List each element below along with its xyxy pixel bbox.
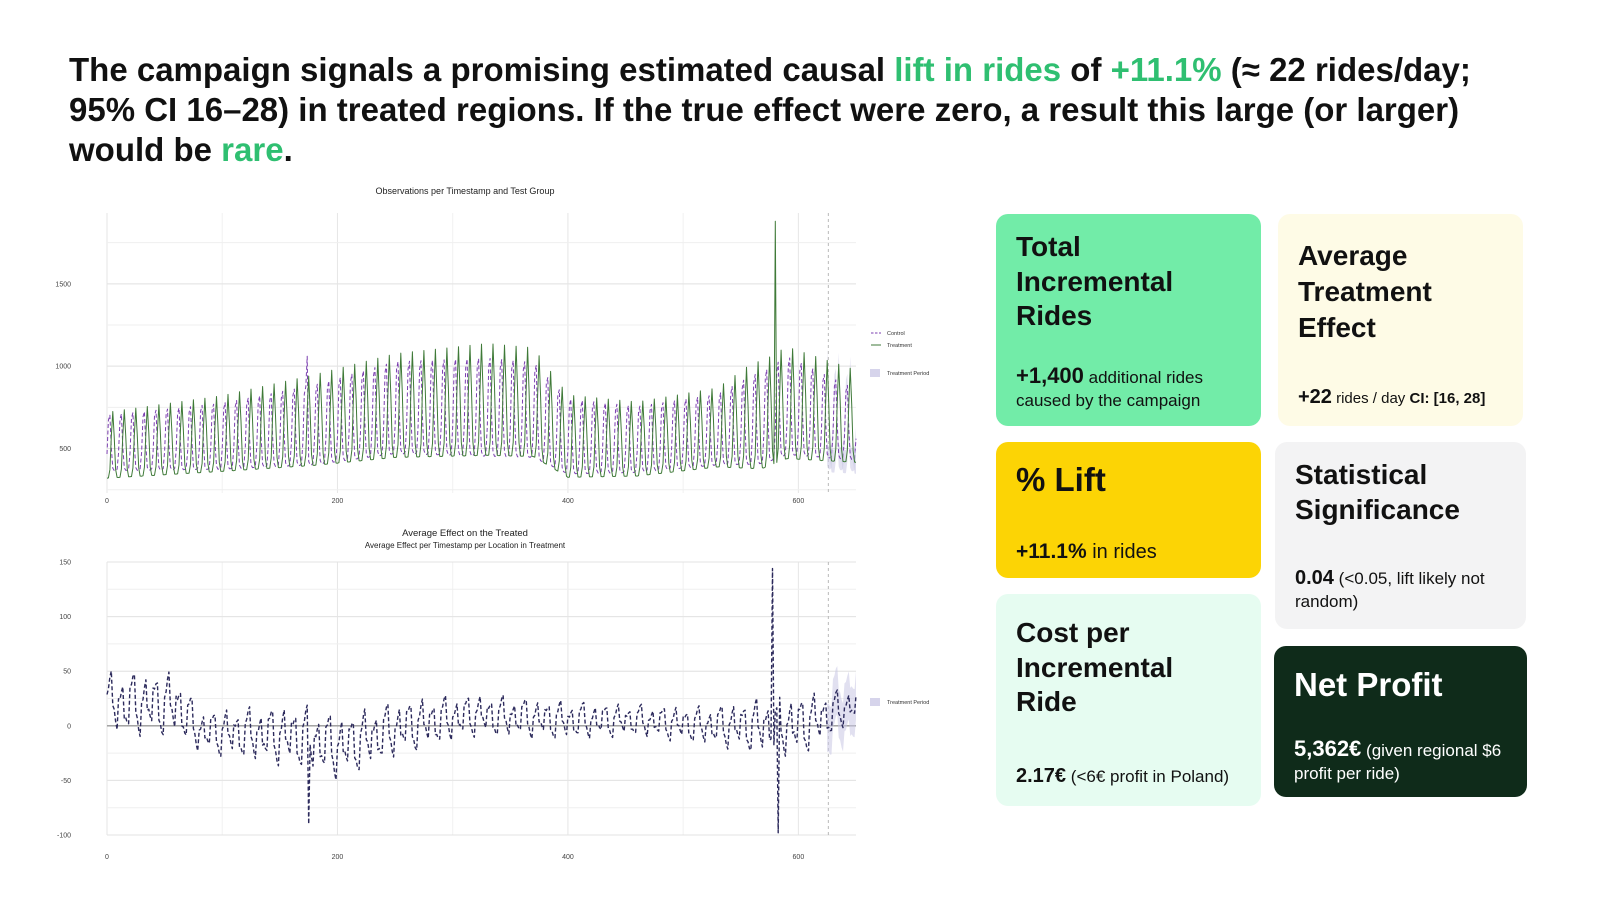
y-tick-500: 500 bbox=[59, 446, 71, 453]
series-line-treatment bbox=[106, 220, 857, 479]
card-ate-ci: CI: [16, 28] bbox=[1409, 390, 1486, 407]
card-ate-title: Average Treatment Effect bbox=[1298, 240, 1432, 343]
observations-chart: 0 200 400 600 500 1000 1500 Control Treatment Tre… bbox=[55, 213, 929, 505]
y-tick-0: 0 bbox=[67, 723, 71, 730]
headline-text-1: The campaign signals a promising estimat… bbox=[69, 51, 895, 88]
card-sig-value: 0.04 bbox=[1295, 567, 1334, 589]
card-statistical-significance: Statistical Significance 0.04 (<0.05, li… bbox=[1275, 442, 1526, 629]
card-ate-body: +22 rides / day CI: [16, 28] bbox=[1298, 386, 1509, 410]
card-total-value: +1,400 bbox=[1016, 363, 1084, 388]
legend-swatch-treatment-period bbox=[870, 698, 880, 706]
headline-highlight-percent: +11.1% bbox=[1110, 51, 1222, 88]
card-cost-value: 2.17€ bbox=[1016, 765, 1067, 787]
series-line-effect bbox=[106, 567, 857, 834]
card-cost-title: Cost per Incremental Ride bbox=[1016, 617, 1174, 717]
y-tick-50: 50 bbox=[63, 669, 71, 676]
card-sig-title: Statistical Significance bbox=[1295, 459, 1460, 525]
legend-label-treatment: Treatment bbox=[887, 343, 912, 349]
card-sig-text: (<0.05, lift likely not random) bbox=[1295, 569, 1485, 611]
card-percent-lift: % Lift +11.1% in rides bbox=[996, 442, 1261, 578]
card-total-incremental-rides: Total Incremental Rides +1,400 additiona… bbox=[996, 214, 1261, 426]
card-lift-title: % Lift bbox=[1016, 461, 1106, 498]
card-ate-text: rides / day bbox=[1336, 390, 1406, 407]
y-tick-1500: 1500 bbox=[55, 281, 71, 288]
treatment-band-effect bbox=[827, 666, 856, 755]
card-profit-text: (given regional $6 profit per ride) bbox=[1294, 741, 1502, 783]
series-line-control bbox=[106, 355, 857, 475]
headline-text-4: . bbox=[283, 131, 293, 168]
y-tick-100: 100 bbox=[59, 614, 71, 621]
x-tick-0: 0 bbox=[105, 498, 109, 505]
card-ate-value: +22 bbox=[1298, 386, 1332, 408]
card-lift-body: +11.1% in rides bbox=[1016, 540, 1247, 564]
y-tick--100: -100 bbox=[57, 833, 71, 840]
x-tick-200: 200 bbox=[332, 498, 344, 505]
legend-label-treatment-period: Treatment Period bbox=[887, 371, 929, 377]
card-net-profit: Net Profit 5,362€ (given regional $6 pro… bbox=[1274, 646, 1527, 797]
headline: The campaign signals a promising estimat… bbox=[69, 50, 1529, 170]
y-tick-1000: 1000 bbox=[55, 364, 71, 371]
card-cost-text: (<6€ profit in Poland) bbox=[1070, 767, 1230, 786]
card-total-text: additional rides caused by the campaign bbox=[1016, 368, 1203, 410]
card-profit-title: Net Profit bbox=[1294, 666, 1443, 703]
card-profit-body: 5,362€ (given regional $6 profit per rid… bbox=[1294, 737, 1513, 785]
chart2-title: Average Effect on the Treated bbox=[402, 528, 528, 539]
card-total-body: +1,400 additional rides caused by the ca… bbox=[1016, 364, 1247, 412]
card-profit-value: 5,362€ bbox=[1294, 736, 1362, 761]
effect-chart: 0 200 400 600 -100 -50 0 50 100 150 Treatment Peri… bbox=[57, 560, 929, 862]
headline-highlight-rare: rare bbox=[221, 131, 284, 168]
card-average-treatment-effect: Average Treatment Effect +22 rides / day… bbox=[1278, 214, 1523, 426]
card-sig-body: 0.04 (<0.05, lift likely not random) bbox=[1295, 567, 1512, 613]
y-tick-150: 150 bbox=[59, 560, 71, 567]
legend-swatch-treatment-period bbox=[870, 369, 880, 377]
card-cost-per-incremental-ride: Cost per Incremental Ride 2.17€ (<6€ pro… bbox=[996, 594, 1261, 806]
x-tick-0: 0 bbox=[105, 854, 109, 861]
x-tick-600: 600 bbox=[793, 854, 805, 861]
chart2-subtitle: Average Effect per Timestamp per Locatio… bbox=[364, 541, 566, 550]
y-tick--50: -50 bbox=[61, 778, 71, 785]
chart1-title: Observations per Timestamp and Test Grou… bbox=[375, 186, 555, 196]
legend-label-control: Control bbox=[887, 331, 905, 337]
headline-highlight-lift: lift in rides bbox=[894, 51, 1062, 88]
headline-text-3: (≈ 22 rides/day; 95% CI 16–28) in treate… bbox=[69, 51, 1471, 168]
x-tick-600: 600 bbox=[793, 498, 805, 505]
card-total-title: Total Incremental Rides bbox=[1016, 231, 1174, 331]
headline-text-2: of bbox=[1061, 51, 1111, 88]
x-tick-400: 400 bbox=[562, 498, 574, 505]
card-lift-text: in rides bbox=[1092, 541, 1157, 563]
x-tick-200: 200 bbox=[332, 854, 344, 861]
card-cost-body: 2.17€ (<6€ profit in Poland) bbox=[1016, 765, 1247, 788]
x-tick-400: 400 bbox=[562, 854, 574, 861]
card-lift-value: +11.1% bbox=[1016, 540, 1087, 563]
legend-label-treatment-period: Treatment Period bbox=[887, 700, 929, 706]
